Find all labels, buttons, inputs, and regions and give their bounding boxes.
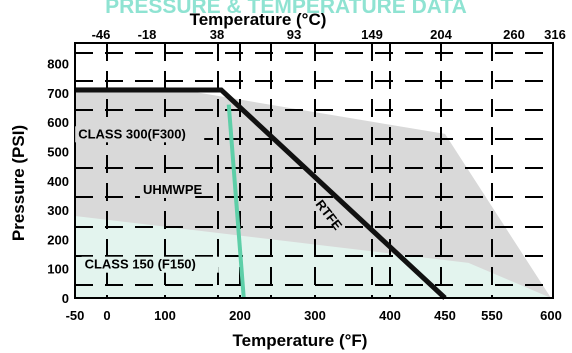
y-axis-label: Pressure (PSI) (9, 125, 28, 241)
y-tick-label: 800 (47, 57, 69, 72)
partial-heading: PRESSURE & TEMPERATURE DATA (105, 0, 467, 18)
uhmwpe-line (226, 104, 246, 299)
x-axis-label: Temperature (°F) (233, 331, 368, 350)
x-tick-label: 600 (540, 308, 562, 323)
series-label: UHMWPE (143, 182, 203, 197)
y-tick-label: 0 (62, 291, 69, 306)
top-axis-label: Temperature (°C) (190, 10, 327, 29)
series-label-bg (81, 256, 219, 273)
y-tick-label: 700 (47, 86, 69, 101)
x-tick-label: 300 (304, 308, 326, 323)
x-tick-label: 550 (481, 308, 503, 323)
x2-tick-label: 93 (287, 27, 301, 42)
y-tick-label: 100 (47, 262, 69, 277)
x-tick-label: -50 (66, 308, 85, 323)
rtfe-line (75, 87, 447, 300)
x2-tick-label: 316 (544, 27, 566, 42)
x-tick-label: 450 (434, 308, 456, 323)
x-tick-label: 0 (103, 308, 110, 323)
plot-frame (74, 42, 554, 299)
x-tick-label: 100 (154, 308, 176, 323)
y-tick-label: 300 (47, 203, 69, 218)
x2-tick-label: 38 (210, 27, 224, 42)
plot-area: 0 100 200 300 400 500 600 700 800 -50 0 100 200 300 40… (47, 27, 566, 323)
x2-tick-label: 204 (430, 27, 452, 42)
x2-tick-label: 260 (503, 27, 525, 42)
class150-area (75, 215, 551, 298)
y-tick-label: 400 (47, 174, 69, 189)
x-tick-label: 400 (379, 308, 401, 323)
y-tick-label: 200 (47, 232, 69, 247)
y-tick-label: 600 (47, 115, 69, 130)
series-label: CLASS 300(F300) (78, 126, 186, 141)
x-tick-label: 200 (229, 308, 251, 323)
series-label-bg (75, 126, 205, 143)
series-label: CLASS 150 (F150) (85, 257, 196, 272)
x2-tick-label: -18 (138, 27, 157, 42)
x2-tick-label: -46 (92, 27, 111, 42)
y-tick-label: 500 (47, 145, 69, 160)
x2-tick-label: 149 (361, 27, 383, 42)
series-label-bg (139, 181, 196, 198)
